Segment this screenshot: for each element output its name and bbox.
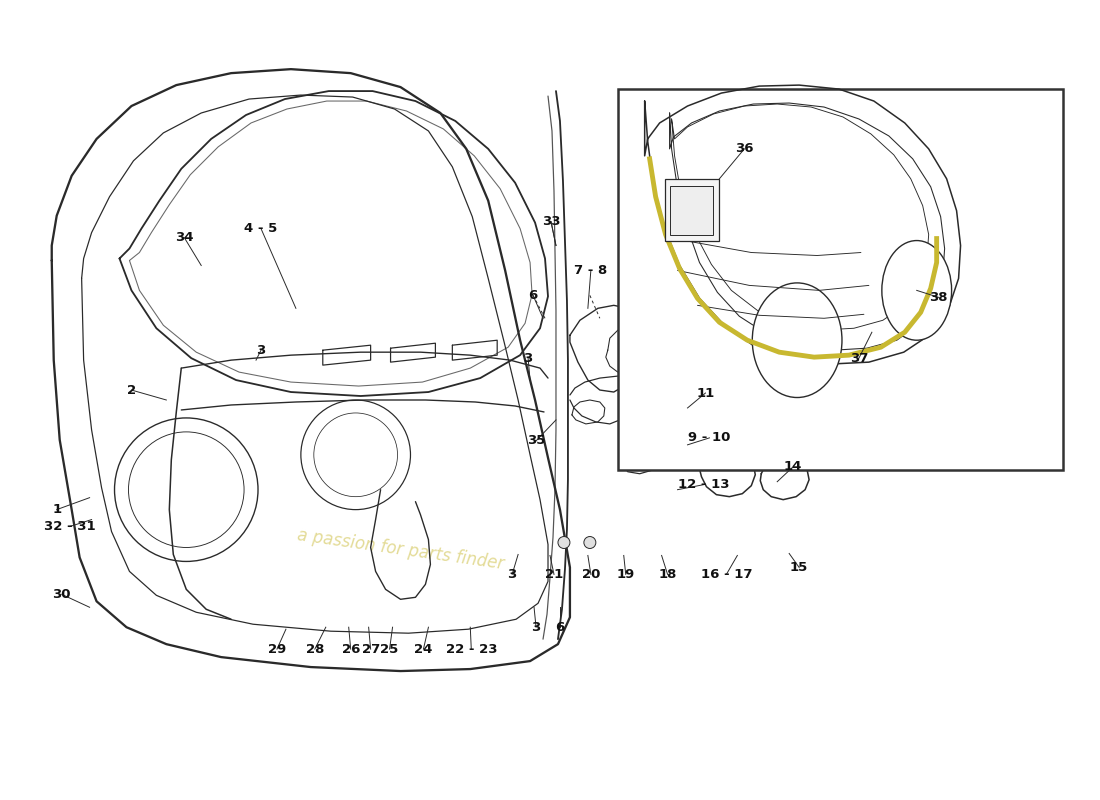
Bar bbox=[670, 186, 714, 234]
Text: 28: 28 bbox=[306, 642, 324, 656]
Text: 3: 3 bbox=[524, 352, 532, 365]
Text: 6: 6 bbox=[528, 289, 538, 302]
Text: 22 - 23: 22 - 23 bbox=[446, 642, 497, 656]
Text: 34: 34 bbox=[175, 231, 194, 244]
Ellipse shape bbox=[882, 241, 952, 340]
Text: 20: 20 bbox=[582, 568, 600, 581]
Text: 35: 35 bbox=[527, 434, 546, 447]
Text: 32 - 31: 32 - 31 bbox=[44, 520, 96, 533]
Text: 25: 25 bbox=[381, 642, 398, 656]
Text: 12 - 13: 12 - 13 bbox=[678, 478, 729, 491]
Text: 3: 3 bbox=[531, 621, 541, 634]
Text: 11: 11 bbox=[696, 386, 715, 399]
Text: 36: 36 bbox=[735, 142, 754, 155]
Text: 2: 2 bbox=[126, 383, 136, 397]
Bar bbox=[618, 89, 1064, 470]
Text: etpcarparts: etpcarparts bbox=[657, 172, 1042, 229]
Circle shape bbox=[558, 537, 570, 549]
Text: 33: 33 bbox=[541, 215, 560, 228]
Circle shape bbox=[584, 537, 596, 549]
Text: 21: 21 bbox=[544, 568, 563, 581]
Text: 1: 1 bbox=[52, 503, 62, 516]
Text: 38: 38 bbox=[930, 291, 948, 304]
Text: 19: 19 bbox=[617, 568, 635, 581]
Text: 15: 15 bbox=[790, 561, 808, 574]
Text: 30: 30 bbox=[53, 588, 72, 601]
Text: 3: 3 bbox=[507, 568, 517, 581]
Text: 9 - 10: 9 - 10 bbox=[689, 431, 730, 444]
Text: 3: 3 bbox=[256, 344, 265, 357]
Text: 29: 29 bbox=[267, 642, 286, 656]
Text: 27: 27 bbox=[362, 642, 380, 656]
Text: 14: 14 bbox=[784, 460, 802, 474]
Ellipse shape bbox=[752, 283, 842, 398]
Text: 18: 18 bbox=[659, 568, 676, 581]
Text: 26: 26 bbox=[341, 642, 360, 656]
Text: a passion for parts finder: a passion for parts finder bbox=[296, 526, 505, 573]
Text: 16 - 17: 16 - 17 bbox=[701, 568, 752, 581]
Text: 4 - 5: 4 - 5 bbox=[244, 222, 277, 235]
Text: 37: 37 bbox=[849, 352, 868, 365]
Bar bbox=[664, 178, 719, 241]
Text: 24: 24 bbox=[415, 642, 432, 656]
Text: 7 - 8: 7 - 8 bbox=[574, 264, 607, 277]
Text: 6: 6 bbox=[556, 621, 564, 634]
